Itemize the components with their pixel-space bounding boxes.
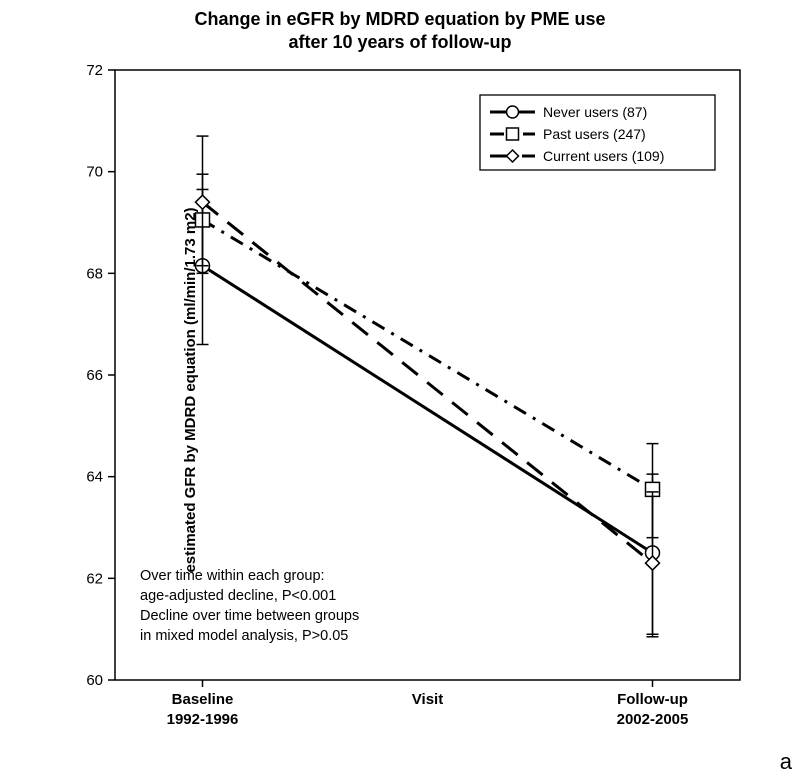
annotation-line: age-adjusted decline, P<0.001	[140, 588, 336, 604]
series-square	[196, 174, 660, 537]
y-tick-label: 62	[86, 570, 103, 587]
y-tick-label: 64	[86, 469, 103, 486]
chart-svg: 60 62 64 66 68 70 72 Baseline 1992-1996 Follow-up…	[0, 0, 800, 779]
annotation-line: in mixed model analysis, P>0.05	[140, 628, 348, 644]
y-tick-label: 60	[86, 672, 103, 689]
annotation-line: Over time within each group:	[140, 568, 325, 584]
y-tick-label: 72	[86, 62, 103, 79]
x-tick-label-top: Baseline	[172, 691, 234, 708]
y-tick-label: 66	[86, 367, 103, 384]
legend-label: Current users (109)	[543, 148, 664, 164]
chart-stage: Change in eGFR by MDRD equation by PME u…	[0, 0, 800, 779]
legend-label: Past users (247)	[543, 126, 646, 142]
panel-letter: a	[780, 749, 792, 775]
annotation-line: Decline over time between groups	[140, 608, 359, 624]
series-diamond	[196, 136, 660, 634]
y-tick-label: 70	[86, 164, 103, 181]
x-tick-label-bottom: 1992-1996	[167, 711, 239, 728]
x-tick-label-bottom: 2002-2005	[617, 711, 689, 728]
legend-label: Never users (87)	[543, 104, 647, 120]
x-axis-label: Visit	[412, 691, 443, 708]
x-tick-label-top: Follow-up	[617, 691, 688, 708]
y-tick-label: 68	[86, 265, 103, 282]
